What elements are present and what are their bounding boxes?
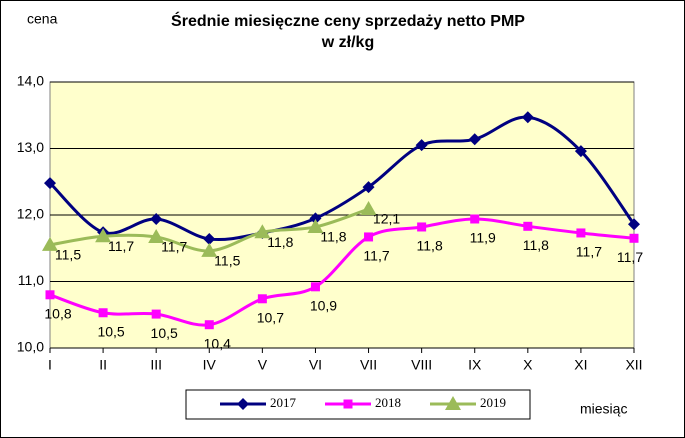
marker [310,282,320,292]
marker [95,228,112,243]
data-label: 11,7 [617,249,643,265]
marker [307,218,324,233]
y-tick-label: 12,0 [17,206,44,222]
marker [521,111,534,124]
marker [445,396,461,410]
marker [574,145,587,158]
data-label: 10,8 [44,306,71,322]
marker [237,398,249,410]
data-label: 12,1 [373,211,400,227]
marker [470,214,480,224]
y-axis-label: cena [27,11,58,27]
data-label: 10,5 [151,325,178,341]
legend-label: 2019 [480,395,506,410]
marker [362,181,375,194]
marker [44,177,56,190]
marker [309,212,322,225]
marker [45,290,55,300]
y-tick-label: 14,0 [17,73,44,89]
y-tick-label: 11,0 [18,272,44,288]
data-label: 11,7 [576,244,602,260]
data-label: 11,8 [320,229,346,245]
data-label: 10,9 [310,298,337,314]
marker [629,233,639,243]
data-label: 10,5 [97,323,124,339]
data-label: 11,7 [161,239,187,255]
data-label: 10,4 [204,335,231,351]
x-tick-label: III [150,357,162,373]
data-label: 11,9 [470,230,496,246]
marker [343,399,353,409]
marker [468,133,481,146]
data-label: 11,5 [214,253,240,269]
data-label: 11,8 [267,234,293,250]
x-tick-label: VI [309,357,322,373]
marker [576,228,586,238]
x-tick-label: X [523,357,533,373]
data-label: 11,7 [363,248,389,264]
marker [98,308,108,318]
x-tick-label: XII [625,357,642,373]
x-tick-label: VIII [411,357,432,373]
marker [204,320,214,330]
marker [254,224,271,239]
x-tick-label: II [99,357,107,373]
marker [628,218,640,231]
x-tick-label: XI [574,357,587,373]
y-tick-label: 13,0 [17,139,44,155]
marker [150,212,163,225]
x-tick-label: I [48,357,52,373]
marker [203,232,216,245]
data-label: 10,7 [257,309,284,325]
x-tick-label: VII [360,357,377,373]
marker [148,228,165,243]
marker [360,201,377,216]
x-tick-label: IX [468,357,482,373]
x-tick-label: IV [203,357,217,373]
marker [201,242,218,257]
x-axis-label: miesiąc [580,401,627,417]
data-label: 11,8 [523,237,549,253]
marker [523,221,533,231]
chart-title: w zł/kg [321,34,374,51]
legend-label: 2018 [375,395,401,410]
marker [417,222,427,232]
data-label: 11,5 [55,247,81,263]
data-label: 11,8 [417,238,443,254]
data-label: 11,7 [108,238,134,254]
marker [364,232,374,242]
x-tick-label: V [258,357,268,373]
marker [151,309,161,319]
y-tick-label: 10,0 [17,339,44,355]
legend-label: 2017 [270,395,297,410]
marker [257,294,267,304]
marker [42,236,58,251]
chart-title: Średnie miesięczne ceny sprzedaży netto … [171,11,525,30]
marker [415,139,428,152]
